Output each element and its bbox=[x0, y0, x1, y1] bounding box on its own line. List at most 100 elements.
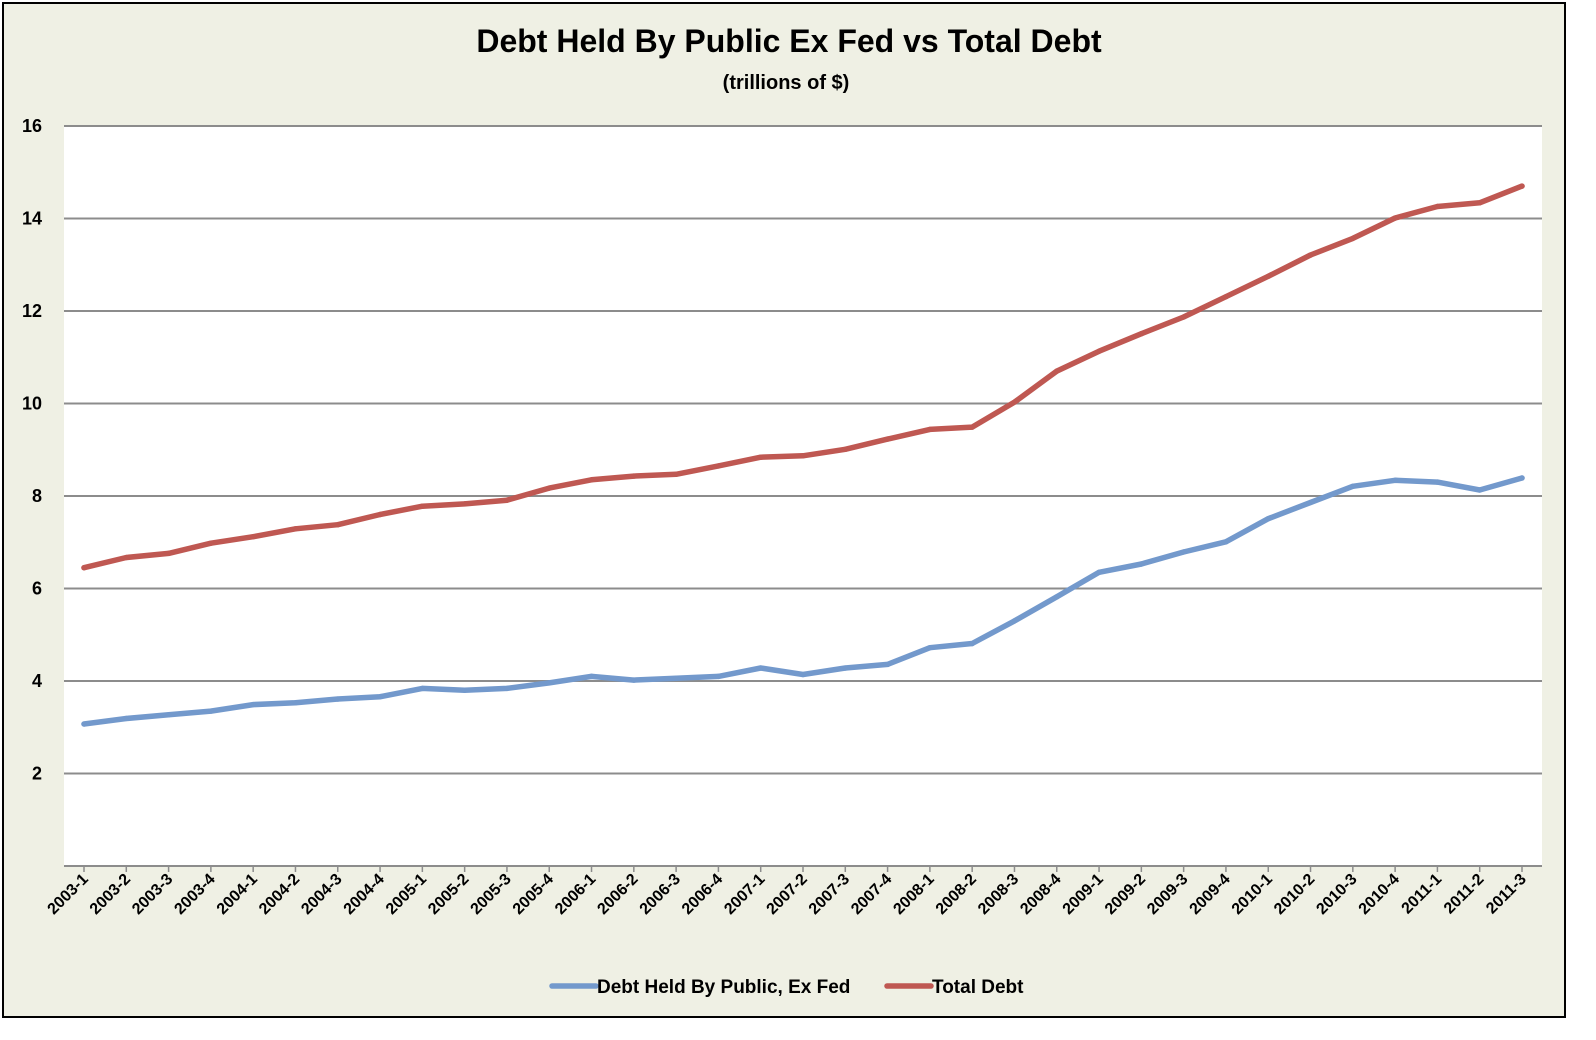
data-point bbox=[1350, 483, 1356, 489]
x-tick-label: 2004-3 bbox=[298, 871, 345, 918]
y-tick-label: 16 bbox=[22, 116, 42, 136]
gridlines bbox=[64, 125, 1542, 867]
y-tick-label: 14 bbox=[22, 209, 42, 229]
data-point bbox=[335, 696, 341, 702]
data-point bbox=[1054, 594, 1060, 600]
x-tick-label: 2006-4 bbox=[679, 871, 726, 918]
x-tick-label: 2005-3 bbox=[468, 871, 515, 918]
data-point bbox=[715, 673, 722, 680]
x-tick-label: 2010-1 bbox=[1229, 871, 1276, 918]
x-tick-label: 2003-1 bbox=[45, 871, 92, 918]
data-point bbox=[1434, 479, 1441, 485]
data-point bbox=[1265, 273, 1271, 280]
x-tick-label: 2011-3 bbox=[1483, 871, 1530, 918]
x-tick-label: 2008-2 bbox=[933, 871, 980, 918]
data-point bbox=[1392, 477, 1398, 483]
data-point bbox=[1011, 618, 1018, 624]
x-tick-label: 2006-2 bbox=[594, 871, 641, 918]
data-point bbox=[461, 501, 468, 507]
x-tick-label: 2011-2 bbox=[1441, 871, 1488, 918]
x-tick-label: 2004-4 bbox=[341, 871, 388, 918]
data-point bbox=[1223, 539, 1229, 545]
data-point bbox=[673, 675, 679, 681]
x-tick-label: 2004-2 bbox=[256, 871, 303, 918]
x-tick-label: 2009-1 bbox=[1060, 871, 1107, 918]
x-tick-label: 2003-3 bbox=[129, 871, 176, 918]
data-point bbox=[1180, 549, 1187, 555]
data-point bbox=[335, 521, 341, 528]
data-point bbox=[1477, 487, 1483, 493]
data-point bbox=[1519, 183, 1525, 189]
data-point bbox=[1096, 569, 1102, 576]
y-axis-ticks: 2 4 6 8 10 12 14 16 bbox=[22, 116, 42, 784]
data-point bbox=[673, 471, 679, 477]
x-tick-label: 2008-3 bbox=[975, 871, 1022, 918]
x-axis-ticks: 2003-12003-22003-32003-42004-12004-22004… bbox=[45, 866, 1530, 918]
data-point bbox=[969, 424, 975, 430]
legend-label: Debt Held By Public, Ex Fed bbox=[597, 977, 850, 998]
data-point bbox=[377, 694, 383, 700]
data-point bbox=[1477, 200, 1483, 206]
data-point bbox=[1265, 515, 1271, 522]
data-point bbox=[208, 540, 214, 546]
data-point bbox=[123, 554, 129, 561]
data-point bbox=[800, 453, 806, 459]
data-point bbox=[884, 436, 891, 442]
data-point bbox=[631, 677, 637, 683]
x-tick-label: 2007-4 bbox=[848, 871, 895, 918]
data-point bbox=[546, 680, 552, 686]
x-tick-label: 2009-2 bbox=[1102, 871, 1149, 918]
data-point bbox=[884, 661, 891, 668]
legend-label: Total Debt bbox=[932, 977, 1024, 998]
y-tick-label: 10 bbox=[22, 394, 42, 414]
data-point bbox=[1434, 203, 1441, 210]
data-point bbox=[292, 700, 299, 706]
x-tick-label: 2011-1 bbox=[1399, 871, 1446, 918]
data-point bbox=[1138, 561, 1145, 567]
x-tick-label: 2003-2 bbox=[87, 871, 134, 918]
data-point bbox=[81, 564, 87, 571]
data-point bbox=[81, 721, 87, 727]
data-point bbox=[588, 477, 595, 483]
data-point bbox=[123, 715, 129, 722]
x-tick-label: 2006-1 bbox=[552, 871, 599, 918]
data-point bbox=[419, 685, 426, 692]
x-tick-label: 2005-2 bbox=[425, 871, 472, 918]
data-point bbox=[1307, 499, 1314, 506]
data-point bbox=[1011, 399, 1018, 405]
chart-canvas: Debt Held By Public Ex Fed vs Total Debt… bbox=[22, 23, 1542, 998]
data-point bbox=[969, 640, 975, 647]
series-lines bbox=[81, 183, 1525, 727]
y-tick-label: 2 bbox=[32, 764, 42, 784]
data-point bbox=[758, 454, 764, 460]
data-point bbox=[1223, 293, 1229, 300]
data-point bbox=[504, 497, 510, 503]
y-tick-label: 8 bbox=[32, 486, 42, 506]
data-point bbox=[1350, 235, 1356, 242]
x-tick-label: 2009-4 bbox=[1187, 871, 1234, 918]
x-tick-label: 2005-4 bbox=[510, 871, 557, 918]
data-point bbox=[842, 665, 848, 671]
data-point bbox=[1054, 368, 1060, 374]
y-tick-label: 6 bbox=[32, 579, 42, 599]
data-point bbox=[927, 426, 933, 433]
x-tick-label: 2010-2 bbox=[1271, 871, 1318, 918]
x-tick-label: 2004-1 bbox=[214, 871, 261, 918]
data-point bbox=[165, 550, 172, 557]
data-point bbox=[1180, 314, 1187, 320]
data-point bbox=[927, 645, 933, 651]
x-tick-label: 2007-2 bbox=[764, 871, 811, 918]
data-point bbox=[758, 665, 764, 671]
x-tick-label: 2003-4 bbox=[171, 871, 218, 918]
data-point bbox=[588, 673, 595, 680]
data-point bbox=[715, 463, 722, 469]
data-point bbox=[250, 534, 256, 540]
data-point bbox=[546, 485, 552, 491]
y-tick-label: 4 bbox=[32, 671, 42, 691]
x-tick-label: 2009-3 bbox=[1144, 871, 1191, 918]
y-tick-label: 12 bbox=[22, 301, 42, 321]
legend: Debt Held By Public, Ex Fed Total Debt bbox=[549, 977, 1024, 998]
x-tick-label: 2010-3 bbox=[1313, 871, 1360, 918]
data-point bbox=[208, 708, 214, 714]
data-point bbox=[419, 503, 426, 509]
